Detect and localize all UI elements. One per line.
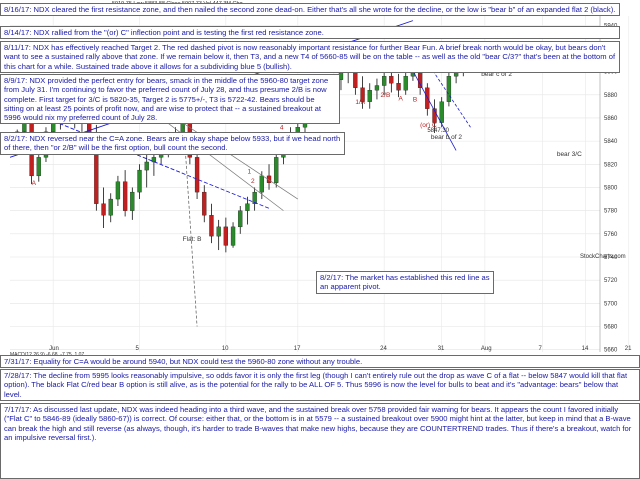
price-tick-label: 5740 [604,255,618,261]
price-bar-body [274,157,279,183]
date-tick-label: 10 [222,346,229,352]
blue-channel-down [31,111,270,209]
wave-label: bear c of 2 [481,71,512,78]
wave-label: (or) C [420,122,437,129]
date-tick-label: Aug [481,346,492,352]
price-bar-body [115,181,121,200]
price-bar-body [101,203,106,216]
price-bar-body [432,108,437,123]
wave-label: B [413,97,417,104]
date-tick-label: Jun [49,346,59,352]
date-tick-label: 31 [438,346,445,352]
price-tick-label: 5820 [604,162,618,168]
price-tick-label: 5840 [604,139,618,145]
note-8-2-a: 8/2/17: NDX reversed near the C=A zone. … [0,132,345,155]
watermark: StockCharts.com [580,254,626,260]
price-bar-body [22,123,27,133]
wave-label: 1 [247,169,251,176]
price-bar-body [396,83,401,91]
price-bar-body [122,181,128,211]
wave-label: A [32,180,37,187]
price-tick-label: 5680 [604,325,618,331]
price-tick-label: 5880 [604,93,618,99]
note-8-16: 8/16/17: NDX cleared the first resistanc… [0,3,620,17]
wave-label: 2 [251,178,255,185]
price-bar-body [230,226,236,246]
price-bar-body [144,161,149,171]
price-bar-body [259,175,264,193]
price-bar-body [266,175,272,183]
wave-label: Flat: B [183,236,202,243]
price-bar-body [367,90,372,102]
note-8-2-pivot: 8/2/17: The market has established this … [316,271,494,294]
price-bar-body [374,85,380,91]
price-value-label: 5847.30 [427,128,449,134]
price-bar-body [403,76,408,91]
date-tick-label: 5 [136,346,140,352]
price-bar-body [238,210,243,228]
price-bar-body [130,191,135,211]
price-bar-body [389,76,394,84]
price-bar-body [202,191,207,216]
price-bar-body [194,157,200,193]
price-tick-label: 5860 [604,116,618,122]
wave-label: 1/A [355,99,365,106]
price-tick-label: 5760 [604,232,618,238]
price-bar-body [360,87,365,102]
note-7-17: 7/17/17: As discussed last update, NDX w… [0,403,640,479]
wave-label: 2/B [381,92,391,99]
price-tick-label: 5780 [604,209,618,215]
date-tick-label: 7 [538,346,542,352]
price-bar-body [137,169,142,193]
price-bar-body [223,226,229,246]
wave-label: 4 [280,125,284,132]
note-7-28: 7/28/17: The decline from 5995 looks rea… [0,369,640,401]
date-axis: Jun 5 10 17 24 31 Aug 7 14 21 [49,346,632,352]
price-bar-body [439,101,444,123]
price-tick-label: 5720 [604,278,618,284]
wave-label: A [399,96,404,103]
date-tick-label: 24 [380,346,387,352]
price-tick-label: 5800 [604,185,618,191]
price-bar-body [209,215,214,237]
price-bar-body [252,191,257,204]
price-tick-label: 5700 [604,301,618,307]
note-8-14: 8/14/17: NDX rallied from the "(or) C" i… [0,26,620,40]
price-bar-body [446,76,452,102]
price-bar-body [108,198,113,216]
note-8-9: 8/9/17: NDX provided the perfect entry f… [0,74,340,125]
bear-channel-b [426,62,471,128]
bear-channel-a [405,57,457,151]
price-bar-body [245,203,250,211]
price-bar-body [36,157,41,177]
price-bar-body [151,157,157,163]
note-7-31: 7/31/17: Equality for C=A would be aroun… [0,355,640,369]
note-8-11: 8/11/17: NDX has effectively reached Tar… [0,41,620,73]
price-bar-body [381,76,387,86]
price-bar-body [216,226,221,237]
wave-label: bear 3/C [557,151,582,158]
date-tick-label: 14 [582,346,589,352]
price-tick-label: 5660 [604,348,618,354]
wave-label: bear b of 2 [431,134,462,141]
date-tick-label: 17 [294,346,301,352]
grey-arrow-1 [168,113,298,200]
date-tick-label: 21 [625,346,632,352]
